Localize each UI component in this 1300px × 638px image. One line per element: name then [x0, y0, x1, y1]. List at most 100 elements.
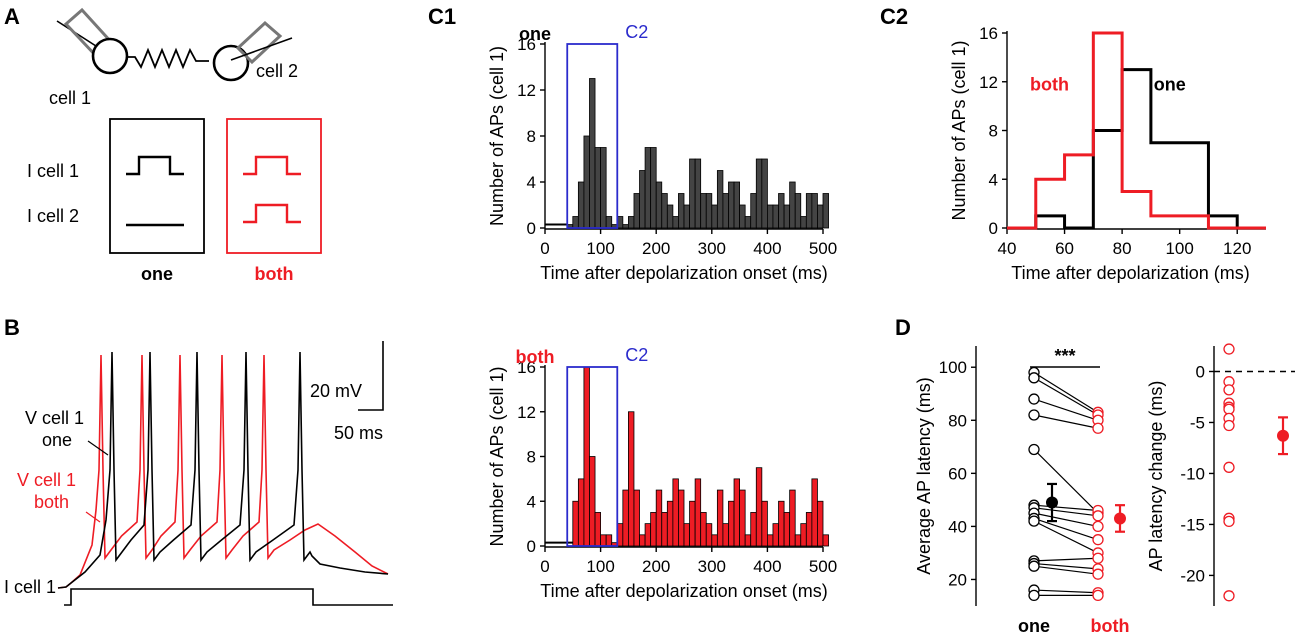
pair-line — [1033, 562, 1099, 570]
pair-line — [1033, 507, 1099, 517]
pair-line — [1033, 372, 1099, 413]
pair-line — [1033, 449, 1099, 514]
voltage-trace-one — [57, 351, 389, 589]
point-one — [1028, 372, 1040, 384]
histogram-bar — [689, 500, 696, 547]
histogram-bar — [594, 512, 601, 547]
scale-ms-label: 50 ms — [334, 423, 383, 443]
x-tick-label: 300 — [698, 239, 726, 258]
histogram-bar — [583, 135, 590, 229]
y-tick-label: 16 — [979, 24, 998, 43]
histogram-bar — [644, 147, 652, 229]
y-tick-label: 8 — [527, 448, 536, 467]
y-tick-label: 8 — [527, 127, 536, 146]
histogram-bar — [700, 193, 707, 229]
y-axis-label: Average AP latency (ms) — [914, 377, 934, 574]
histogram-bar — [666, 500, 674, 547]
histogram-bar — [794, 534, 802, 547]
pair-line — [1033, 589, 1099, 594]
c2-window-box — [566, 43, 619, 229]
histogram-bar — [694, 158, 702, 229]
histogram-bar — [711, 534, 718, 547]
x-axis-label: Time after depolarization onset (ms) — [540, 263, 827, 283]
histogram-bar — [755, 467, 763, 547]
histogram-bar — [767, 204, 774, 229]
condition-one-box — [109, 118, 205, 254]
histogram-bar — [789, 181, 796, 229]
y-tick-label: 12 — [517, 403, 536, 422]
step-histogram: 0 4 8 12 16 40 60 80 100 120 Time after depolariza… — [949, 24, 1266, 283]
y-tick-label: -10 — [1180, 464, 1205, 483]
y-tick-label: 4 — [527, 173, 536, 192]
x-tick-label: 400 — [753, 557, 781, 576]
pipette-2-icon — [235, 20, 283, 65]
latency-change-plot: 0 -5 -10 -15 -20 AP latency change (ms) — [1146, 343, 1295, 606]
histogram-bar — [794, 193, 802, 229]
scale-mv-label: 20 mV — [310, 381, 362, 401]
histogram-bar — [811, 193, 818, 229]
y-tick-label: 80 — [948, 411, 967, 430]
histogram-bar — [761, 500, 768, 547]
category-one: one — [1018, 616, 1050, 636]
y-tick-label: 100 — [939, 358, 967, 377]
histogram-bar — [750, 193, 757, 229]
y-tick-label: 0 — [989, 219, 998, 238]
histogram-bar — [672, 478, 679, 547]
change-point — [1223, 590, 1235, 602]
histogram-bar — [589, 78, 596, 229]
legend-one: one — [1154, 74, 1186, 94]
histogram-bar — [755, 158, 763, 229]
y-tick-label: 0 — [527, 537, 536, 556]
histogram-bar — [772, 523, 779, 547]
histogram-bar — [705, 523, 713, 547]
histogram-bar — [772, 204, 779, 229]
y-tick-label: -5 — [1190, 413, 1205, 432]
histogram-bar — [716, 170, 724, 229]
histogram-bar — [666, 204, 674, 229]
histogram-bar — [744, 534, 752, 547]
histogram-bar — [678, 489, 685, 547]
histogram-bar — [689, 158, 696, 229]
scale-bar — [358, 341, 384, 411]
histogram-bar — [594, 147, 601, 229]
x-tick-label: 80 — [1113, 239, 1132, 258]
change-point — [1223, 461, 1235, 473]
pair-line — [1033, 398, 1099, 421]
histogram-bar — [678, 193, 685, 229]
v-cell1-both-cond: both — [34, 492, 69, 512]
pair-line — [1033, 377, 1099, 416]
pointer-one — [87, 440, 109, 456]
x-tick-label: 200 — [642, 557, 670, 576]
histogram-bar — [711, 204, 718, 229]
panel-label-b: B — [4, 315, 20, 340]
histogram-bar — [655, 181, 663, 229]
histogram-bar — [716, 489, 724, 547]
x-tick-label: 500 — [809, 239, 837, 258]
histogram-bar — [572, 500, 579, 547]
pair-line — [1033, 557, 1099, 562]
v-cell1-both-label: V cell 1 — [17, 470, 76, 490]
panel-c2: C2 0 4 8 12 16 40 60 80 100 120 Time after depolar… — [880, 4, 1266, 283]
pair-line — [1033, 565, 1099, 575]
histogram-bar — [628, 411, 635, 547]
condition-one-label: one — [141, 264, 173, 284]
c2-window-label: C2 — [625, 22, 648, 42]
histogram-bar — [789, 489, 796, 547]
step-both-cell1 — [243, 155, 301, 176]
histogram-bar — [783, 512, 791, 547]
histogram-bar — [805, 512, 813, 547]
point-one — [1028, 393, 1040, 405]
histogram-bar — [805, 193, 813, 229]
change-point — [1223, 403, 1235, 415]
histogram-bar — [672, 216, 679, 229]
histogram-bar — [811, 478, 818, 547]
cell-1-icon — [91, 37, 129, 75]
histogram-bar — [628, 216, 635, 229]
histogram-bar — [577, 478, 585, 547]
point-one — [1028, 443, 1040, 456]
x-axis-label: Time after depolarization onset (ms) — [540, 581, 827, 601]
panel-label-c1: C1 — [428, 4, 456, 29]
point-both — [1092, 552, 1104, 564]
